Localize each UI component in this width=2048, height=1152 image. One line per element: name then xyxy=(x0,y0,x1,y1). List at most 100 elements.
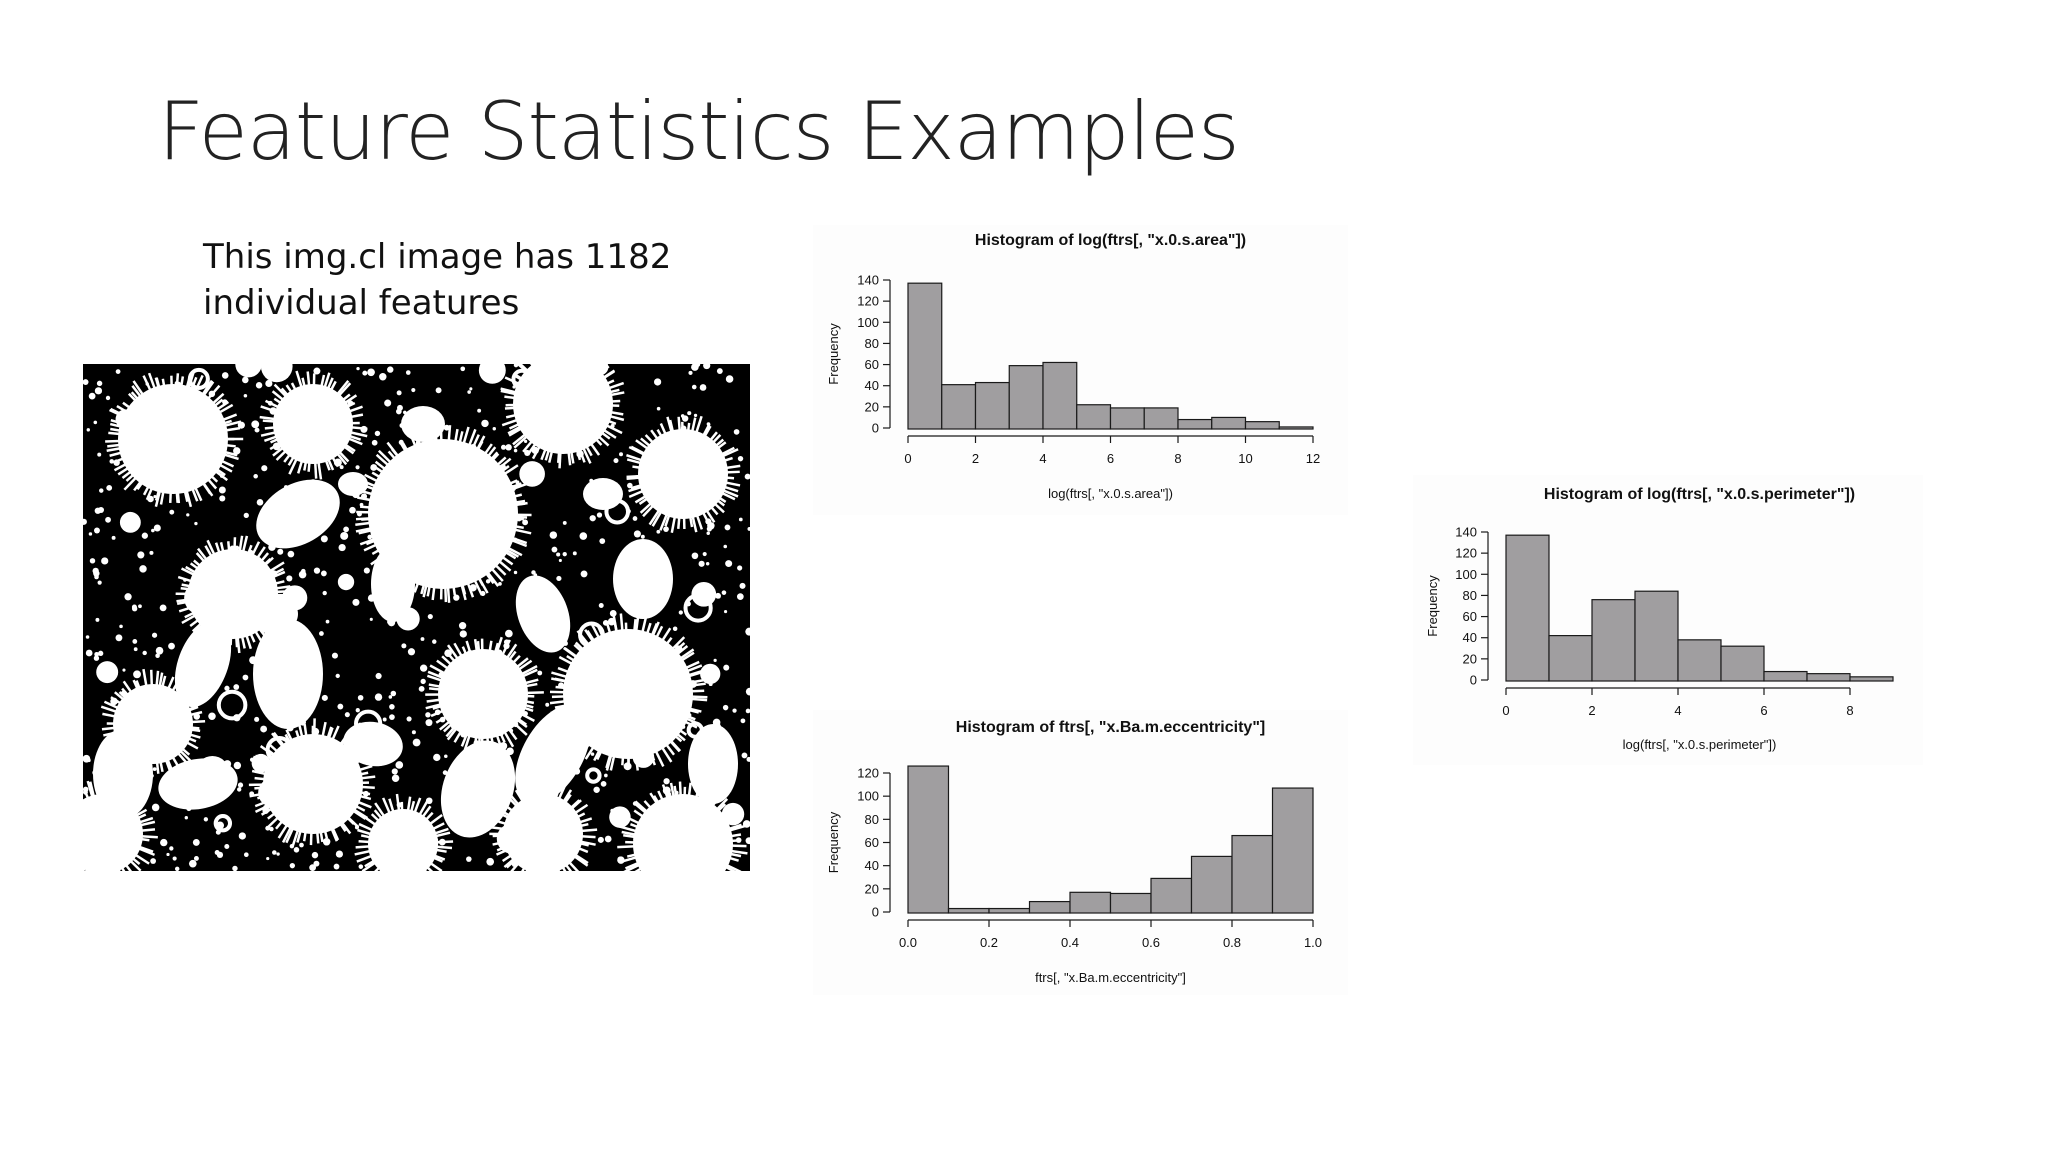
cell-speckle xyxy=(577,434,584,440)
hist-perimeter-x-tick-label: 2 xyxy=(1588,703,1595,718)
cell-speckle xyxy=(137,551,145,559)
cell-small xyxy=(623,700,657,733)
cell-speckle xyxy=(358,722,362,727)
cell-speckle xyxy=(640,534,645,539)
hist-perimeter-bar-1 xyxy=(1548,635,1593,682)
cell-speckle xyxy=(188,859,197,868)
cell-speckle xyxy=(343,526,349,533)
cell-speckle xyxy=(487,492,495,500)
cell-speckle xyxy=(698,864,705,871)
cell-ring xyxy=(578,621,605,649)
cell-spiky xyxy=(259,370,368,480)
cell-speckle xyxy=(425,797,433,805)
cell-speckle xyxy=(124,781,130,787)
cell-speckle xyxy=(412,738,421,747)
cell-speckle xyxy=(233,761,242,770)
cell-speckle xyxy=(509,485,516,492)
cell-speckle xyxy=(629,728,635,734)
binary-cell-image-graphic xyxy=(83,364,750,871)
cell-speckle xyxy=(432,639,437,644)
cell-ellipse xyxy=(515,575,571,653)
cell-speckle xyxy=(629,707,634,713)
cell-speckle xyxy=(632,516,638,521)
cell-speckle xyxy=(196,436,201,441)
cell-speckle xyxy=(247,549,254,557)
hist-eccentricity-x-tick-label: 1.0 xyxy=(1304,935,1322,950)
cell-speckle xyxy=(543,606,548,611)
hist-perimeter-bar-3 xyxy=(1634,590,1679,682)
cell-speckle xyxy=(208,712,216,720)
cell-speckle xyxy=(178,731,183,735)
cell-speckle xyxy=(97,452,102,457)
cell-speckle xyxy=(160,838,168,847)
cell-speckle xyxy=(275,802,281,808)
cell-speckle xyxy=(589,515,596,522)
cell-speckle xyxy=(265,616,272,623)
cell-speckle xyxy=(88,532,93,536)
cell-speckle xyxy=(212,562,221,571)
cell-speckle xyxy=(441,693,447,698)
cell-speckle xyxy=(221,372,229,379)
cell-speckle xyxy=(691,552,699,560)
cell-ellipse xyxy=(256,479,340,549)
cell-speckle xyxy=(607,617,616,626)
caption-line-1: This img.cl image has 1182 xyxy=(203,237,672,277)
cell-speckle xyxy=(405,417,410,422)
cell-speckle xyxy=(174,381,180,386)
cell-speckle xyxy=(367,594,376,602)
cell-speckle xyxy=(412,613,416,617)
cell-speckle xyxy=(167,704,172,709)
cell-speckle xyxy=(460,366,466,372)
cell-speckle xyxy=(572,399,576,403)
cell-speckle xyxy=(183,578,187,582)
cell-speckle xyxy=(186,806,192,812)
cell-speckle xyxy=(723,609,728,614)
hist-area-y-tick-label: 40 xyxy=(865,378,879,393)
cell-speckle xyxy=(347,748,352,752)
cell-speckle xyxy=(208,390,216,398)
cell-speckle xyxy=(689,680,697,688)
cell-speckle xyxy=(551,399,560,408)
cell-speckle xyxy=(363,790,369,797)
cell-speckle xyxy=(402,514,409,521)
cell-speckle xyxy=(513,448,518,453)
cell-speckle xyxy=(501,708,505,712)
cell-speckle xyxy=(347,400,354,407)
cell-speckle xyxy=(249,791,255,797)
cell-speckle xyxy=(459,630,467,638)
cell-speckle xyxy=(299,719,307,726)
cell-speckle xyxy=(492,427,496,431)
cell-small xyxy=(115,409,136,430)
hist-perimeter-x-tick-label: 0 xyxy=(1502,703,1509,718)
cell-speckle xyxy=(680,414,685,418)
cell-speckle xyxy=(545,702,550,707)
feature-count-caption: This img.cl image has 1182 individual fe… xyxy=(203,234,683,326)
cell-speckle xyxy=(506,674,513,681)
cell-speckle xyxy=(237,787,242,792)
cell-speckle xyxy=(379,373,387,381)
cell-speckle xyxy=(481,650,487,656)
cell-small xyxy=(235,364,262,378)
cell-speckle xyxy=(674,645,683,653)
cell-speckle xyxy=(558,682,565,689)
cell-ellipse xyxy=(253,619,323,729)
cell-speckle xyxy=(554,367,561,374)
cell-speckle xyxy=(382,717,387,722)
hist-area-x-tick-label: 8 xyxy=(1174,451,1181,466)
cell-speckle xyxy=(105,395,111,401)
cell-speckle xyxy=(481,364,489,368)
cell-speckle xyxy=(268,543,276,551)
cell-speckle xyxy=(110,697,118,706)
cell-speckle xyxy=(111,535,116,540)
cell-speckle xyxy=(174,866,180,871)
cell-speckle xyxy=(662,786,671,795)
cell-speckle xyxy=(333,458,342,467)
cell-speckle xyxy=(132,639,138,644)
cell-speckle xyxy=(130,471,136,476)
cell-speckle xyxy=(739,582,746,589)
cell-speckle xyxy=(610,808,615,813)
cell-speckle xyxy=(397,828,403,834)
cell-speckle xyxy=(524,439,528,444)
cell-speckle xyxy=(83,754,91,763)
cell-small xyxy=(282,585,308,611)
